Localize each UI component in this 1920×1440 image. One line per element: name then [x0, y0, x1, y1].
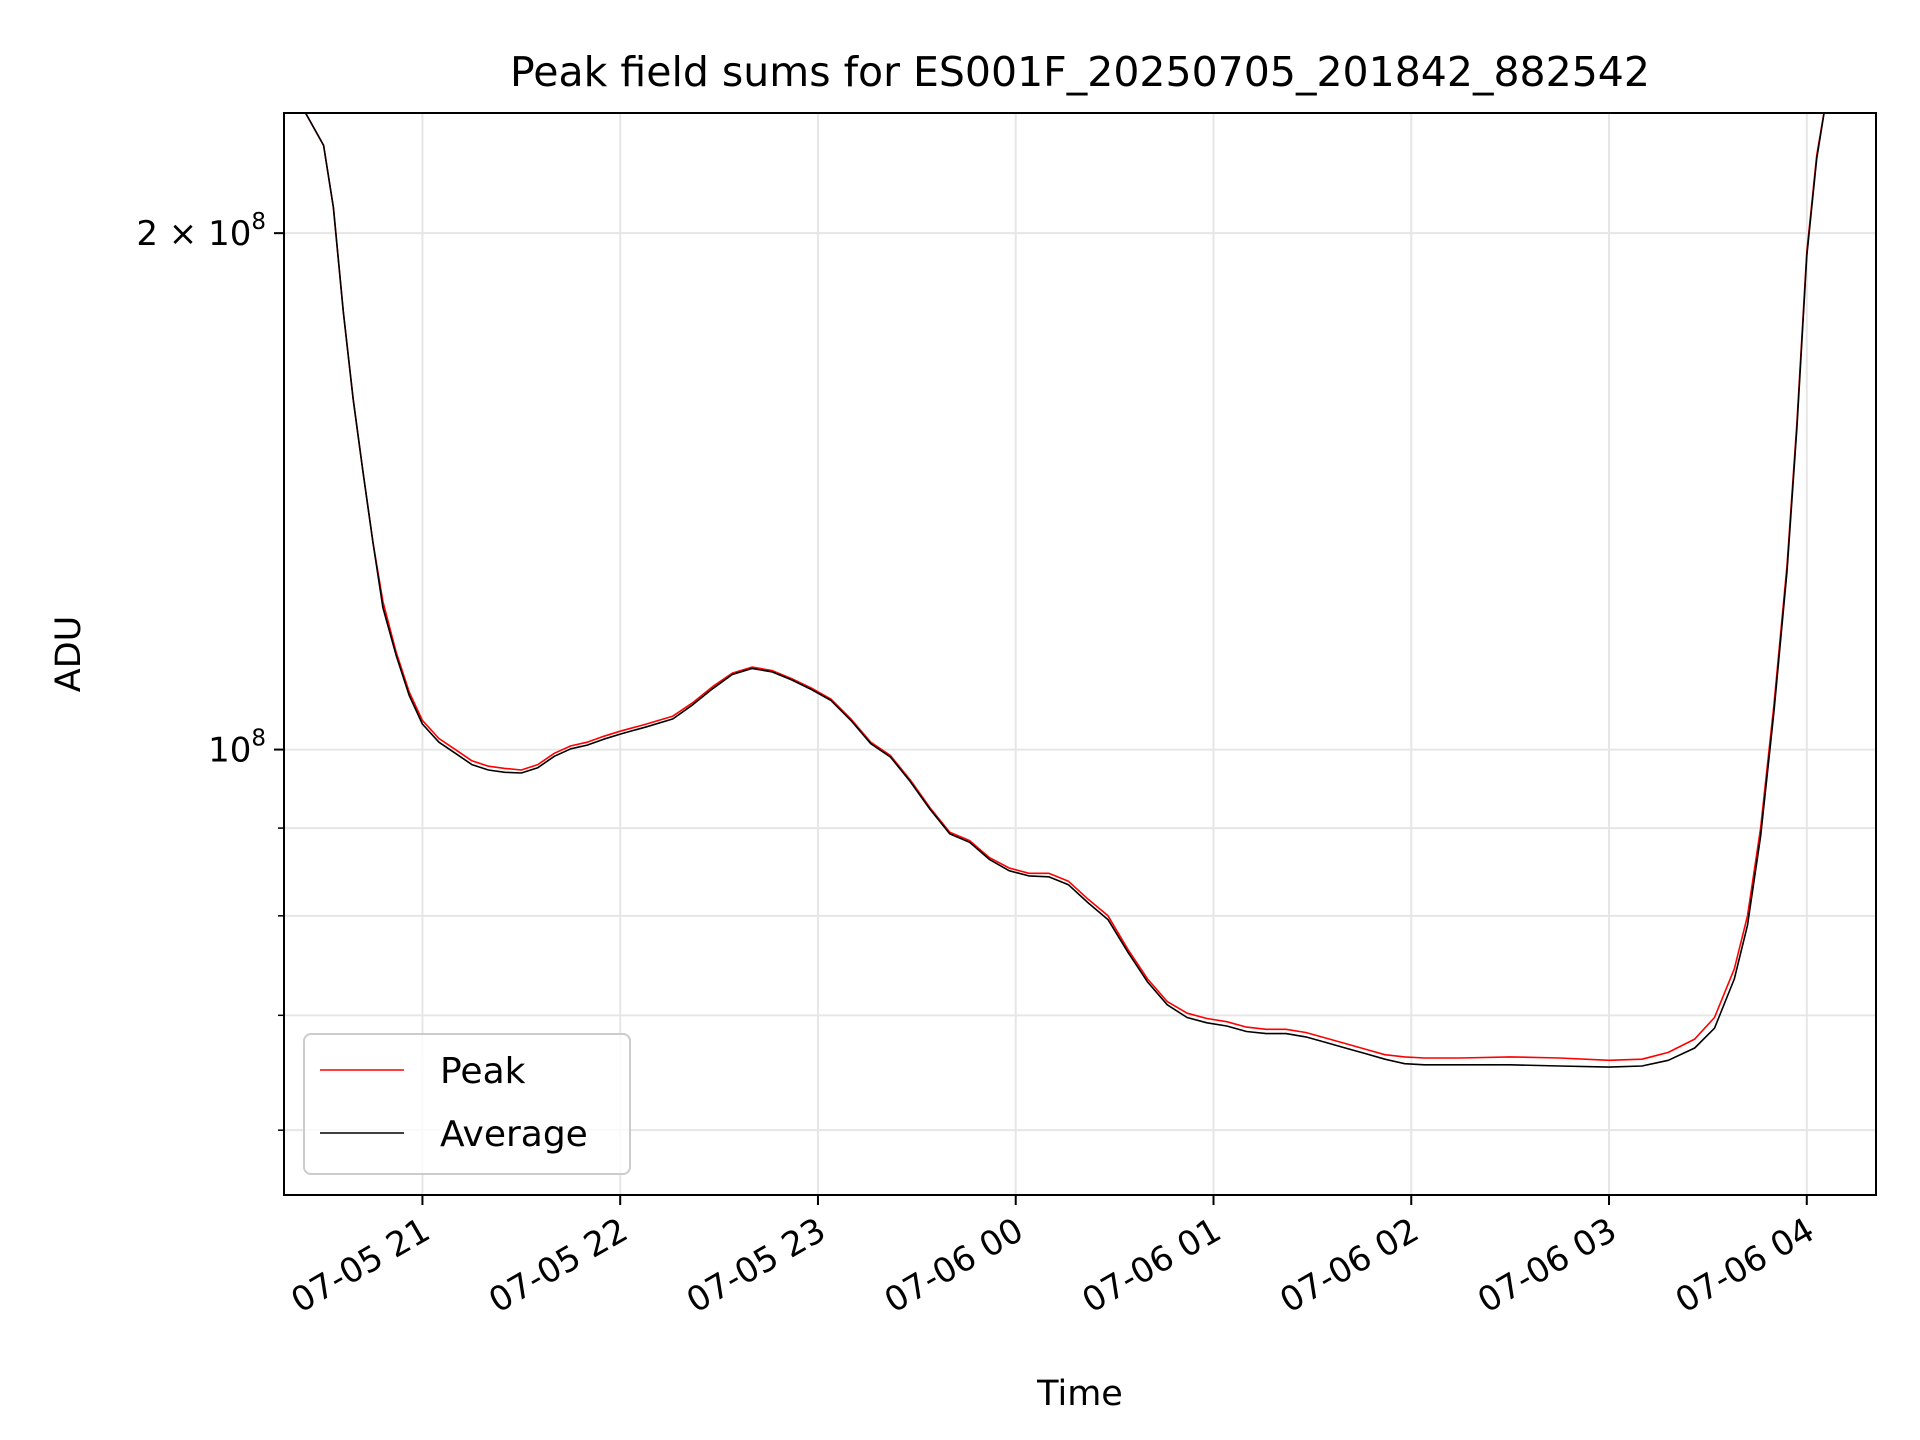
chart-title: Peak field sums for ES001F_20250705_2018…: [510, 48, 1650, 96]
x-axis-label: Time: [1036, 1374, 1123, 1414]
y-axis-ticks: 108 2 × 108: [136, 209, 284, 1131]
plot-frame: [283, 112, 1877, 1196]
series-line-peak: [304, 113, 1825, 1062]
y-tick-label: 108: [208, 726, 266, 771]
legend-box: [303, 1033, 631, 1175]
series-layer: [304, 113, 1825, 1068]
legend: Peak Average: [303, 1033, 631, 1175]
legend-label-average: Average: [440, 1114, 588, 1155]
legend-label-peak: Peak: [440, 1051, 526, 1092]
series-line-average: [304, 113, 1825, 1068]
y-tick-label: 2 × 108: [136, 209, 266, 254]
y-axis-label: ADU: [49, 616, 89, 693]
